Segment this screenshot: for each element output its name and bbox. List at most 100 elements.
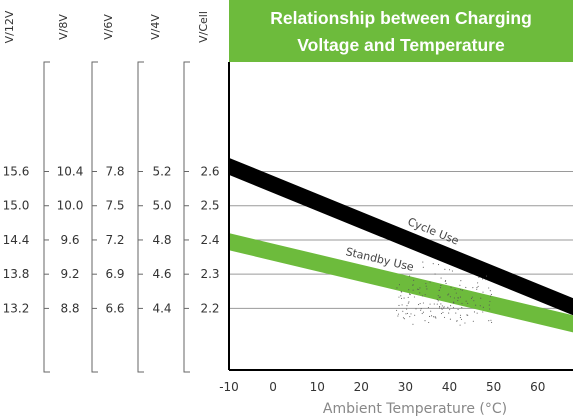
- stipple-dot: [410, 313, 412, 315]
- stipple-dot: [396, 309, 398, 311]
- stipple-dot: [489, 300, 491, 302]
- stipple-dot: [455, 312, 457, 314]
- title-line-2: Voltage and Temperature: [297, 35, 505, 55]
- stipple-dot: [482, 291, 484, 293]
- voltage-columns: V/12V 15.6 15.0 14.4 13.8 13.2 V/8V 10.4 10.0 9.6…: [3, 10, 220, 373]
- stipple-dot: [444, 268, 446, 270]
- stipple-dot: [402, 310, 404, 312]
- stipple-dot: [407, 296, 409, 298]
- stipple-dot: [398, 296, 400, 298]
- stipple-dot: [443, 306, 445, 308]
- voltage-label: 2.6: [200, 165, 219, 179]
- stipple-dot: [489, 295, 492, 297]
- stipple-dot: [451, 270, 453, 272]
- voltage-label: 5.2: [152, 165, 171, 179]
- voltage-label: 2.5: [200, 199, 219, 213]
- stipple-dot: [491, 321, 493, 323]
- stipple-dot: [452, 307, 454, 309]
- voltage-label: 4.6: [152, 267, 171, 281]
- stipple-dot: [447, 294, 449, 296]
- stipple-dot: [422, 261, 424, 263]
- stipple-dot: [415, 308, 417, 310]
- stipple-dot: [489, 308, 491, 310]
- stipple-dot: [412, 323, 414, 325]
- voltage-label: 7.5: [105, 199, 124, 213]
- column-bracket: [43, 61, 50, 373]
- stipple-dot: [478, 276, 480, 278]
- voltage-label: 9.2: [60, 267, 79, 281]
- voltage-label: 2.2: [200, 301, 219, 315]
- x-tick-label: 0: [269, 380, 277, 394]
- x-tick-labels: -10 0 10 20 30 40 50 60: [219, 380, 545, 394]
- stipple-dot: [479, 305, 481, 307]
- stipple-dot: [455, 292, 457, 294]
- stipple-dot: [471, 296, 473, 298]
- column-bracket: [137, 61, 144, 373]
- plot-axes: [228, 62, 573, 371]
- stipple-dot: [472, 320, 474, 322]
- voltage-label: 10.0: [57, 199, 84, 213]
- stipple-dot: [398, 284, 400, 286]
- stipple-dot: [450, 305, 452, 307]
- stipple-dot: [433, 303, 435, 305]
- stipple-dot: [402, 317, 404, 319]
- stipple-dot: [418, 288, 420, 291]
- stipple-dot: [459, 284, 461, 286]
- voltage-column-header: V/8V: [57, 14, 70, 40]
- stipple-dot: [457, 297, 459, 299]
- stipple-dot: [460, 280, 462, 282]
- stipple-dot: [439, 296, 441, 298]
- stipple-dot: [447, 306, 449, 308]
- stipple-pattern: [396, 261, 493, 326]
- stipple-dot: [401, 291, 403, 293]
- x-tick-label: 40: [442, 380, 457, 394]
- stipple-dot: [429, 281, 431, 283]
- stipple-dot: [422, 266, 424, 268]
- voltage-column-header: V/6V: [102, 14, 115, 40]
- stipple-dot: [426, 288, 428, 290]
- stipple-dot: [476, 288, 478, 290]
- stipple-dot: [413, 279, 415, 281]
- stipple-dot: [406, 308, 408, 310]
- stipple-dot: [438, 264, 440, 266]
- stipple-dot: [490, 319, 492, 321]
- stipple-dot: [425, 285, 427, 287]
- voltage-bands: [229, 157, 573, 333]
- stipple-dot: [460, 318, 463, 320]
- stipple-dot: [437, 295, 439, 297]
- stipple-dot: [480, 297, 482, 299]
- voltage-label: 13.2: [3, 301, 30, 315]
- voltage-label: 4.4: [152, 301, 171, 315]
- stipple-dot: [440, 284, 442, 286]
- stipple-dot: [430, 310, 432, 312]
- stipple-dot: [428, 321, 430, 324]
- stipple-dot: [409, 294, 411, 296]
- voltage-label: 6.9: [105, 267, 124, 281]
- stipple-dot: [406, 305, 408, 307]
- stipple-dot: [403, 297, 405, 299]
- stipple-dot: [424, 294, 426, 296]
- stipple-dot: [408, 301, 410, 303]
- voltage-column-header: V/Cell: [197, 11, 210, 43]
- voltage-label: 5.0: [152, 199, 171, 213]
- stipple-dot: [461, 307, 463, 309]
- stipple-dot: [445, 280, 447, 282]
- stipple-dot: [432, 263, 434, 265]
- stipple-dot: [482, 311, 484, 313]
- stipple-dot: [414, 314, 416, 316]
- stipple-dot: [443, 316, 446, 318]
- stipple-dot: [409, 316, 411, 318]
- stipple-dot: [485, 279, 487, 281]
- voltage-label: 15.0: [3, 199, 30, 213]
- voltage-label: 2.3: [200, 267, 219, 281]
- stipple-dot: [457, 299, 459, 302]
- stipple-dot: [438, 296, 440, 298]
- stipple-dot: [461, 302, 463, 304]
- stipple-dot: [440, 312, 443, 315]
- stipple-dot: [434, 316, 436, 318]
- stipple-dot: [448, 269, 451, 271]
- stipple-dot: [452, 302, 455, 304]
- voltage-label: 15.6: [3, 165, 30, 179]
- stipple-dot: [440, 303, 442, 305]
- stipple-dot: [460, 289, 462, 291]
